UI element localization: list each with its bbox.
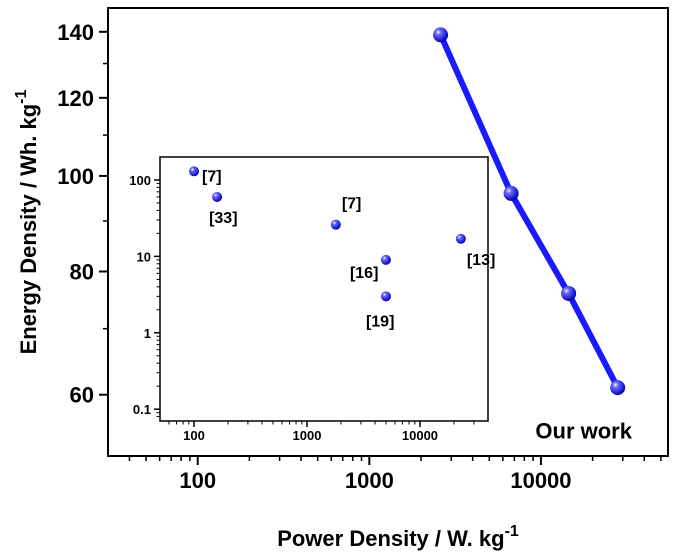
data-point xyxy=(433,27,449,43)
inset-point-label: [13] xyxy=(467,252,495,269)
data-point xyxy=(610,380,626,396)
inset-data-point xyxy=(380,254,391,265)
y-tick-label: 100 xyxy=(57,164,94,189)
x-axis-label: Power Density / W. kg-1 xyxy=(277,523,519,551)
inset-y-tick-label: 100 xyxy=(129,173,151,188)
inset-data-point xyxy=(330,219,341,230)
y-tick-label: 120 xyxy=(57,86,94,111)
inset-point-label: [16] xyxy=(350,265,378,282)
inset-x-tick-label: 1000 xyxy=(293,428,322,443)
inset-plot-frame xyxy=(159,156,489,422)
y-tick-label: 140 xyxy=(57,20,94,45)
main-series-line xyxy=(437,31,621,391)
series-line xyxy=(437,31,621,391)
inset-point-label: [7] xyxy=(342,196,362,213)
main-ticks: 100 1000 10000 60 80 100 120 140 xyxy=(57,20,662,493)
y-axis-label-sup: -1 xyxy=(13,89,30,103)
data-point xyxy=(561,285,577,301)
x-tick-label: 1000 xyxy=(345,468,394,493)
inset-y-tick-label: 1 xyxy=(144,326,151,341)
inset-x-tick-label: 10000 xyxy=(402,428,438,443)
inset-x-tick-label: 100 xyxy=(183,428,205,443)
x-tick-label: 10000 xyxy=(510,468,571,493)
x-axis-label-text: Power Density / W. kg xyxy=(277,526,504,551)
inset-data-point xyxy=(455,233,466,244)
inset-data-point xyxy=(212,191,223,202)
inset-points: [7] [33] [7] [16] [19] [13] xyxy=(189,166,495,330)
inset-point-label: [7] xyxy=(202,168,222,185)
y-tick-label: 80 xyxy=(70,259,94,284)
main-series-points xyxy=(433,27,626,396)
inset-y-tick-label: 0.1 xyxy=(133,402,151,417)
y-axis-label: Energy Density / Wh. kg-1 xyxy=(13,89,41,354)
data-point xyxy=(503,185,519,201)
y-tick-label: 60 xyxy=(70,383,94,408)
inset-data-point xyxy=(189,166,200,177)
inset-data-point xyxy=(380,291,391,302)
our-work-annotation: Our work xyxy=(535,419,632,444)
y-axis-label-text: Energy Density / Wh. kg xyxy=(16,104,41,355)
inset-point-label: [33] xyxy=(209,210,237,227)
inset-y-tick-label: 10 xyxy=(137,249,151,264)
inset-point-label: [19] xyxy=(366,313,394,330)
x-axis-label-sup: -1 xyxy=(505,523,519,540)
inset-ticks: 100 1000 10000 0.1 1 10 100 xyxy=(129,173,475,443)
x-tick-label: 100 xyxy=(179,468,216,493)
main-plot-frame xyxy=(107,7,669,457)
